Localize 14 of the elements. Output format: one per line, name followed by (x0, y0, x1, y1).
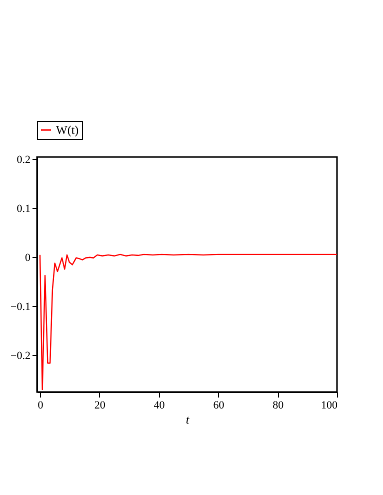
x-tick-label: 20 (94, 400, 106, 412)
x-tick-label: 40 (154, 400, 166, 412)
x-tick-label: 80 (272, 400, 284, 412)
x-axis-title: t (186, 412, 190, 426)
line-series (39, 254, 338, 390)
x-tick-label: 60 (213, 400, 225, 412)
y-tick-label: 0 (25, 252, 31, 264)
y-tick-label: −0.1 (10, 300, 30, 313)
x-tick-label: 0 (38, 400, 44, 412)
y-tick-label: 0.1 (16, 202, 30, 215)
legend-label: W(t) (56, 123, 79, 137)
y-tick-label: −0.2 (10, 350, 30, 362)
y-tick-label: 0.2 (16, 154, 30, 166)
x-tick-label: 100 (321, 400, 338, 412)
